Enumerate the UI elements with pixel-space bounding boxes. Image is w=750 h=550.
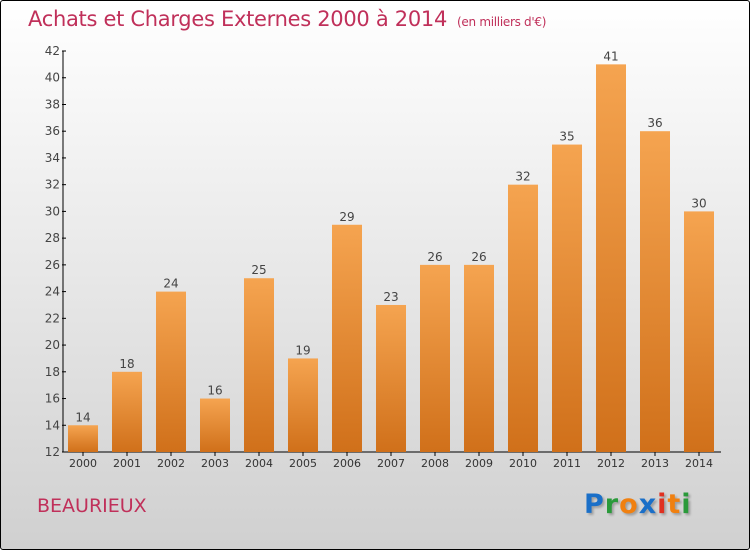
chart-subtitle: (en milliers d'€) — [457, 15, 547, 29]
y-tick-label: 14 — [45, 418, 60, 432]
bar — [200, 398, 230, 452]
y-tick-label: 28 — [45, 231, 60, 245]
bar — [596, 64, 626, 452]
x-tick-label: 2003 — [201, 457, 229, 470]
x-tick-label: 2002 — [157, 457, 185, 470]
bar-value-label: 19 — [295, 343, 310, 357]
x-tick-label: 2012 — [597, 457, 625, 470]
x-tick-label: 2005 — [289, 457, 317, 470]
bar-value-label: 16 — [207, 384, 222, 398]
x-tick-label: 2006 — [333, 457, 361, 470]
x-tick-label: 2009 — [465, 457, 493, 470]
y-tick-label: 32 — [45, 178, 60, 192]
y-tick-label: 34 — [45, 151, 60, 165]
y-tick-label: 26 — [45, 258, 60, 272]
bar — [420, 264, 450, 452]
x-tick-label: 2004 — [245, 457, 273, 470]
city-label: BEAURIEUX — [37, 495, 147, 517]
x-tick-label: 2014 — [685, 457, 713, 470]
title-text: Achats et Charges Externes 2000 à 2014 — [28, 7, 448, 31]
y-tick-label: 42 — [45, 44, 60, 58]
bar — [508, 184, 538, 452]
y-tick-label: 22 — [45, 311, 60, 325]
logo-letter: r — [604, 489, 620, 520]
y-tick-label: 16 — [45, 392, 60, 406]
bar — [112, 371, 142, 452]
bar-value-label: 24 — [163, 277, 178, 291]
y-tick-label: 30 — [45, 204, 60, 218]
x-tick-label: 2013 — [641, 457, 669, 470]
proxiti-logo[interactable]: Proxiti — [584, 489, 692, 520]
bar-value-label: 41 — [603, 49, 618, 63]
y-tick-label: 24 — [45, 285, 60, 299]
logo-letter: i — [681, 489, 692, 520]
logo-letter: P — [584, 489, 605, 520]
x-tick-label: 2007 — [377, 457, 405, 470]
bar — [244, 278, 274, 452]
y-tick-label: 18 — [45, 365, 60, 379]
bar-value-label: 35 — [559, 130, 574, 144]
x-tick-label: 2008 — [421, 457, 449, 470]
y-tick-label: 40 — [45, 71, 60, 85]
x-tick-label: 2000 — [69, 457, 97, 470]
x-tick-label: 2010 — [509, 457, 537, 470]
x-tick-label: 2011 — [553, 457, 581, 470]
bar-value-label: 26 — [427, 250, 442, 264]
bar — [684, 211, 714, 452]
y-tick-label: 20 — [45, 338, 60, 352]
y-tick-label: 12 — [45, 445, 60, 459]
bar-value-label: 36 — [647, 116, 662, 130]
y-tick-label: 36 — [45, 124, 60, 138]
chart-title: Achats et Charges Externes 2000 à 2014 (e… — [28, 7, 546, 31]
bar-value-label: 32 — [515, 170, 530, 184]
logo-letter: o — [619, 489, 639, 520]
bar-value-label: 14 — [75, 410, 90, 424]
bar — [464, 264, 494, 452]
x-tick-label: 2001 — [113, 457, 141, 470]
bar — [68, 425, 98, 452]
bar — [552, 144, 582, 453]
bar — [640, 131, 670, 452]
logo-letter: t — [667, 489, 682, 520]
bar-value-label: 25 — [251, 263, 266, 277]
y-tick-label: 38 — [45, 97, 60, 111]
bar-value-label: 29 — [339, 210, 354, 224]
bar — [376, 304, 406, 452]
logo-letter: x — [638, 489, 658, 520]
bar-value-label: 26 — [471, 250, 486, 264]
bar-value-label: 18 — [119, 357, 134, 371]
bar — [332, 224, 362, 452]
bar — [156, 291, 186, 452]
bar-value-label: 30 — [691, 196, 706, 210]
logo-letter: i — [657, 489, 668, 520]
bar-value-label: 23 — [383, 290, 398, 304]
bar — [288, 358, 318, 452]
